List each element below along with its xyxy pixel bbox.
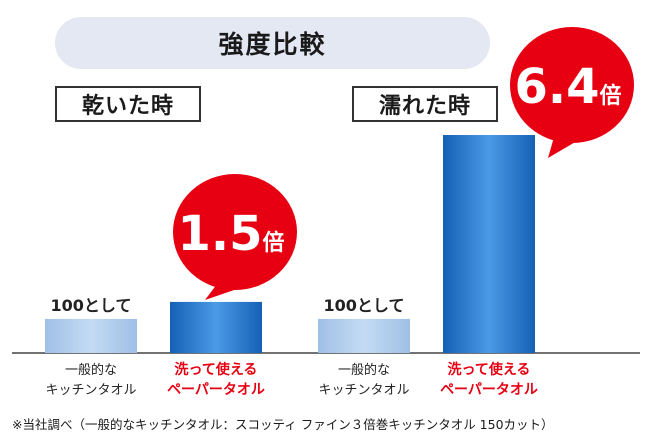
category-label: 一般的な	[65, 362, 117, 378]
category-label: キッチンタオル	[318, 383, 409, 398]
category-label: 洗って使える	[448, 361, 531, 378]
group-label-wet: 濡れた時	[352, 86, 498, 122]
bar-generic-1	[318, 318, 410, 353]
chart-title: 強度比較	[55, 17, 490, 69]
group-label-dry: 乾いた時	[55, 86, 201, 122]
category-label: 洗って使える	[175, 361, 258, 378]
bar-product-0	[170, 301, 262, 353]
category-label: ペーパータオル	[167, 382, 265, 398]
data-label: 100として	[51, 296, 132, 315]
callout-value: 6.4倍	[514, 59, 621, 115]
bar-generic-0	[45, 318, 137, 353]
category-label: ペーパータオル	[440, 382, 538, 398]
category-label: キッチンタオル	[45, 383, 136, 398]
category-label: 一般的な	[338, 362, 390, 378]
callout-bubble	[173, 174, 297, 290]
footnote: ※当社調べ（一般的なキッチンタオル：スコッティ ファイン３倍巻キッチンタオル 1…	[12, 417, 554, 432]
bar-product-1	[443, 135, 535, 353]
data-label: 100として	[324, 296, 405, 315]
callout-value: 1.5倍	[177, 206, 284, 262]
callout-bubble	[510, 27, 634, 143]
